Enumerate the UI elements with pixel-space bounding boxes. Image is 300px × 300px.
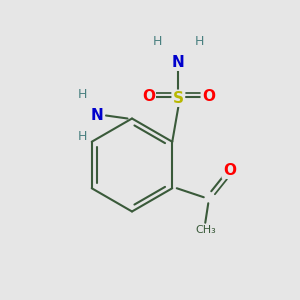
Text: N: N <box>91 108 104 123</box>
Text: H: H <box>78 130 87 143</box>
Text: N: N <box>172 55 184 70</box>
Text: CH₃: CH₃ <box>195 225 216 235</box>
Text: O: O <box>202 89 215 104</box>
Text: O: O <box>142 89 155 104</box>
Text: S: S <box>173 91 184 106</box>
Text: O: O <box>223 163 236 178</box>
Text: H: H <box>153 35 162 48</box>
Text: H: H <box>195 35 204 48</box>
Text: H: H <box>78 88 87 101</box>
